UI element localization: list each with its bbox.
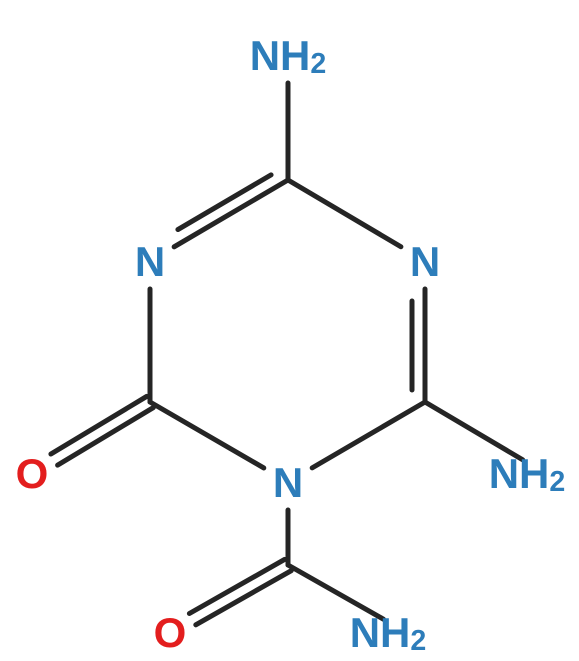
- bond: [288, 180, 401, 247]
- atom-label: O: [16, 450, 49, 497]
- atom-label: N: [135, 238, 165, 285]
- bonds: [51, 83, 523, 625]
- atom-label: NH2: [350, 609, 427, 658]
- molecule-diagram: NH2 N N O NH2 N O NH2: [0, 0, 579, 661]
- atom-label: O: [154, 609, 187, 656]
- bond: [178, 175, 271, 230]
- atom-label: NH2: [489, 450, 566, 499]
- bond: [51, 396, 147, 454]
- bond: [58, 408, 154, 466]
- atom-label: NH2: [250, 32, 327, 81]
- atom-label: N: [410, 238, 440, 285]
- bond: [174, 180, 288, 247]
- bond: [189, 559, 284, 613]
- atom-label: N: [273, 459, 303, 506]
- bond: [150, 402, 264, 468]
- bond: [312, 402, 425, 468]
- bond: [196, 571, 291, 625]
